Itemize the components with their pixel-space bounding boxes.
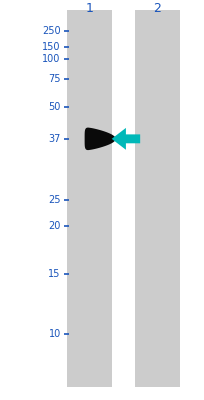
Text: 10: 10: [48, 329, 60, 339]
Text: 150: 150: [42, 42, 60, 52]
Text: 2: 2: [153, 2, 161, 15]
Polygon shape: [84, 128, 115, 150]
Bar: [67, 10, 111, 387]
Bar: [134, 10, 179, 387]
Text: 1: 1: [85, 2, 93, 15]
Text: 15: 15: [48, 269, 60, 279]
Text: 25: 25: [48, 196, 60, 206]
FancyArrow shape: [111, 128, 140, 150]
Text: 250: 250: [42, 26, 60, 36]
Text: 20: 20: [48, 221, 60, 231]
Text: 37: 37: [48, 134, 60, 144]
Text: 100: 100: [42, 54, 60, 64]
Text: 50: 50: [48, 102, 60, 112]
Text: 75: 75: [48, 74, 60, 84]
